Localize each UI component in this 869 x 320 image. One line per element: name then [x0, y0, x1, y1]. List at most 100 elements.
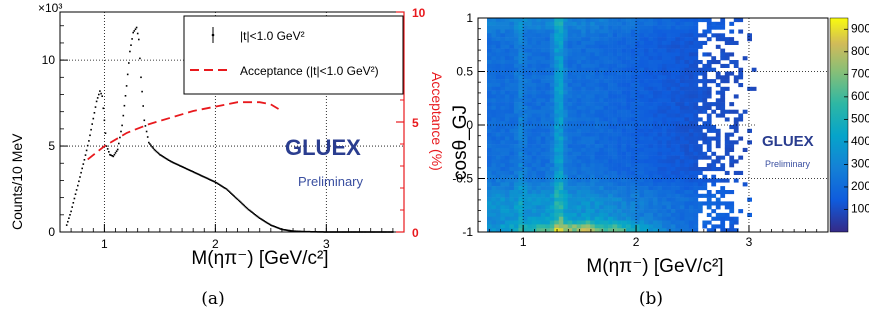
heatmap-cell: [653, 18, 658, 23]
heatmap-cell: [518, 109, 524, 114]
heatmap-cell: [657, 151, 663, 156]
heatmap-cell: [648, 60, 654, 65]
heatmap-cell: [487, 201, 492, 206]
heatmap-cell: [549, 75, 555, 80]
data-point: [311, 231, 313, 233]
heatmap-cell: [630, 60, 636, 65]
heatmap-cell: [612, 60, 618, 65]
heatmap-cell: [657, 190, 663, 195]
data-point: [112, 155, 115, 158]
heatmap-cell: [657, 94, 663, 99]
heatmap-cell: [684, 128, 690, 133]
heatmap-cell: [648, 98, 654, 103]
heatmap-cell: [653, 201, 658, 206]
heatmap-cell: [644, 132, 649, 137]
data-point: [325, 231, 328, 233]
heatmap-cell: [684, 29, 690, 34]
heatmap-cell: [504, 48, 510, 53]
heatmap-cell: [617, 63, 622, 68]
heatmap-cell: [608, 174, 613, 179]
heatmap-cell: [545, 94, 551, 99]
heatmap-cell: [518, 113, 524, 118]
heatmap-cell: [653, 167, 658, 172]
heatmap-cell: [545, 132, 551, 137]
heatmap-cell: [554, 170, 560, 175]
heatmap-cell: [603, 117, 609, 122]
data-point: [373, 231, 375, 233]
heatmap-cell: [495, 105, 501, 110]
heatmap-cell: [679, 174, 685, 179]
heatmap-cell: [549, 102, 555, 107]
heatmap-cell: [500, 94, 506, 99]
heatmap-cell: [688, 121, 694, 126]
heatmap-cell: [509, 209, 515, 214]
heatmap-cell: [549, 33, 555, 38]
heatmap-cell: [639, 151, 645, 156]
heatmap-cell: [531, 159, 537, 164]
data-point: [255, 214, 258, 217]
heatmap-cell: [679, 71, 685, 76]
heatmap-cell: [653, 125, 658, 130]
heatmap-cell: [563, 94, 569, 99]
heatmap-cell: [644, 86, 649, 91]
colorbar-tick-label: 700: [851, 66, 869, 80]
heatmap-cell: [522, 209, 528, 214]
heatmap-cell: [594, 94, 600, 99]
heatmap-cell: [612, 48, 618, 53]
heatmap-cell: [500, 178, 506, 183]
heatmap-cell: [540, 52, 546, 57]
data-point: [138, 38, 140, 41]
heatmap-cell: [581, 21, 586, 26]
heatmap-cell: [572, 52, 577, 57]
data-point: [267, 222, 270, 225]
heatmap-cell: [675, 109, 681, 114]
heatmap-cell: [662, 48, 667, 53]
heatmap-cell: [684, 212, 690, 217]
heatmap-cell: [522, 167, 528, 172]
heatmap-cell: [675, 29, 681, 34]
heatmap-cell: [675, 60, 681, 65]
data-point: [362, 231, 364, 233]
heatmap-cell: [621, 102, 627, 107]
data-point: [385, 231, 387, 233]
data-point: [366, 231, 369, 233]
heatmap-cell: [504, 178, 510, 183]
heatmap-cell: [487, 167, 492, 172]
heatmap-cell: [581, 220, 586, 225]
heatmap-cell: [724, 71, 730, 76]
heatmap-cell: [639, 56, 645, 61]
heatmap-cell: [567, 83, 573, 88]
heatmap-cell: [504, 86, 510, 91]
heatmap-cell: [518, 98, 524, 103]
heatmap-cell: [536, 98, 542, 103]
heatmap-cell: [558, 128, 564, 133]
heatmap-cell: [536, 33, 542, 38]
y-tick-label: 0: [48, 225, 55, 239]
heatmap-cell: [536, 182, 542, 187]
heatmap-cell: [711, 21, 717, 26]
heatmap-cell: [491, 128, 497, 133]
heatmap-cell: [648, 21, 654, 26]
heatmap-cell: [585, 136, 591, 141]
heatmap-cell: [670, 167, 676, 172]
heatmap-cell: [635, 105, 640, 110]
data-point: [301, 230, 303, 233]
heatmap-cell: [576, 37, 582, 42]
data-point: [136, 32, 139, 35]
heatmap-cell: [590, 121, 595, 126]
heatmap-cell: [693, 197, 699, 202]
data-point: [372, 231, 374, 233]
heatmap-cell: [563, 67, 569, 72]
heatmap-cell: [670, 44, 676, 49]
heatmap-cell: [558, 186, 564, 191]
heatmap-cell: [644, 216, 649, 221]
heatmap-cell: [608, 201, 613, 206]
heatmap-cell: [576, 186, 582, 191]
heatmap-cell: [626, 144, 631, 149]
heatmap-cell: [513, 140, 519, 145]
data-point: [103, 119, 106, 122]
heatmap-cell: [670, 102, 676, 107]
heatmap-cell: [576, 121, 582, 126]
data-point: [356, 231, 359, 233]
